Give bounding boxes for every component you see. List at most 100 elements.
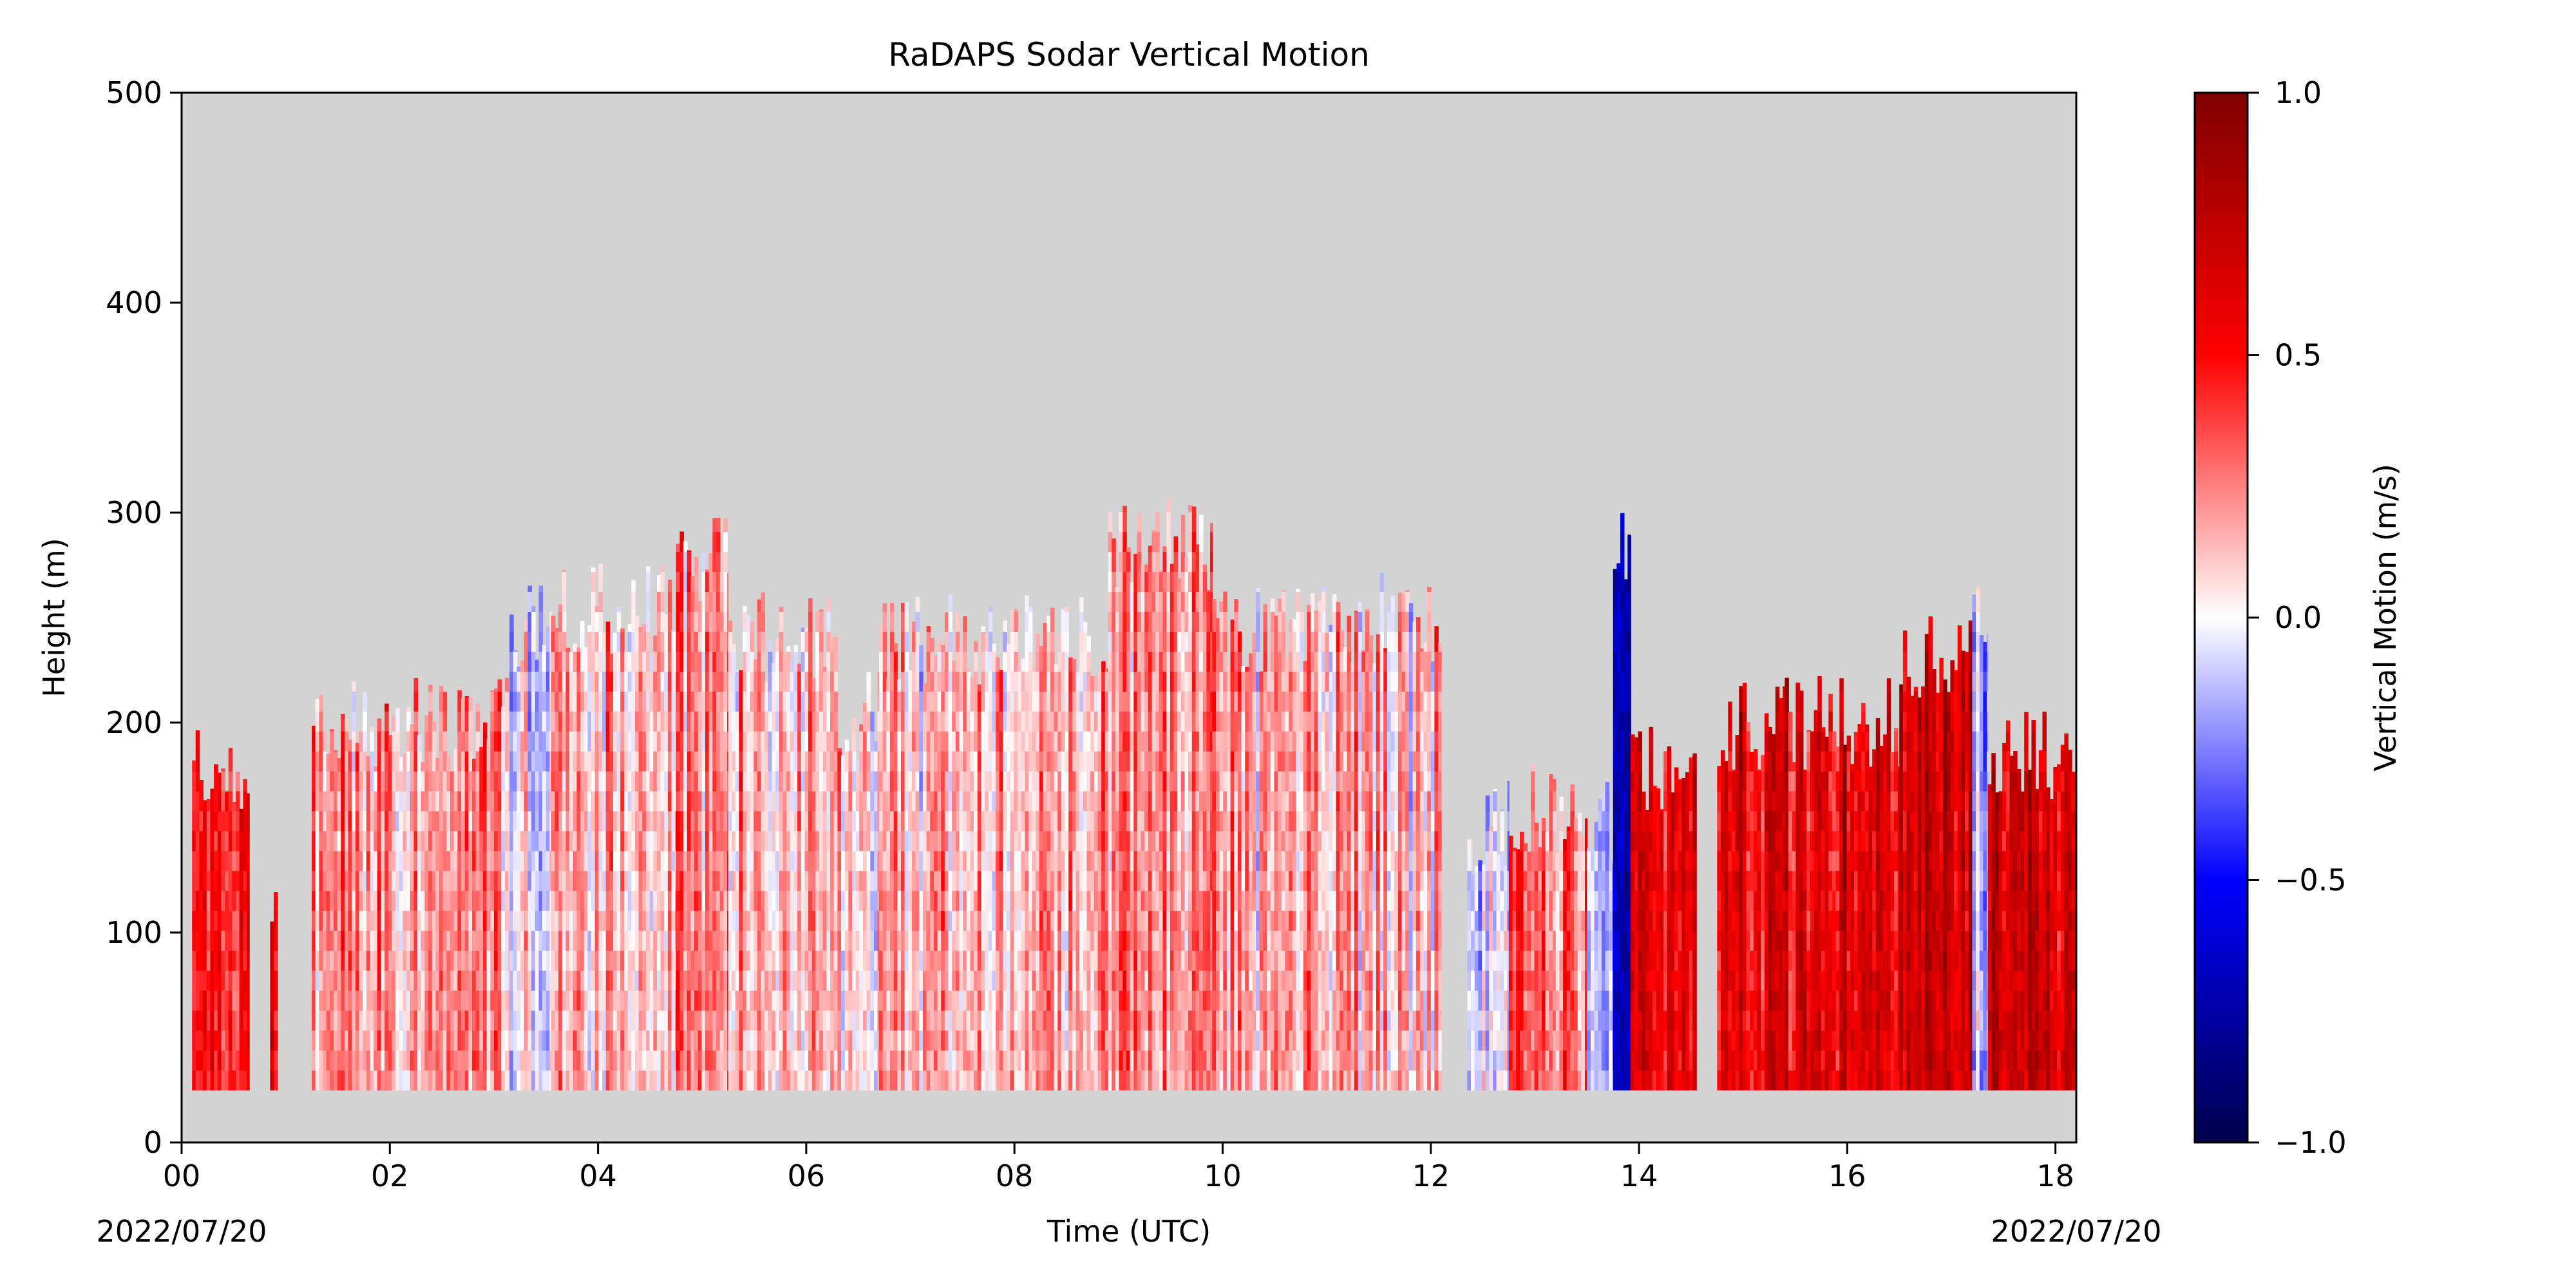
heat-cell	[199, 870, 204, 891]
heat-cell	[535, 751, 540, 772]
heat-cell	[985, 671, 989, 692]
heat-cell	[199, 1010, 204, 1031]
heat-cell	[363, 751, 367, 772]
heat-cell	[1054, 810, 1059, 831]
heat-cell	[613, 790, 618, 811]
heat-cell	[352, 771, 356, 791]
heat-cell	[728, 1050, 733, 1071]
heat-cell	[642, 810, 647, 831]
heat-cell	[683, 711, 688, 732]
heat-cell	[890, 731, 895, 752]
heat-cell	[1065, 890, 1070, 911]
heat-cell	[1054, 711, 1059, 732]
heat-cell	[1010, 810, 1015, 831]
heat-cell	[602, 910, 607, 931]
heat-cell	[576, 910, 581, 931]
heat-cell	[660, 631, 665, 652]
heat-cell	[388, 1050, 393, 1071]
heat-cell	[908, 830, 913, 851]
heat-cell	[472, 830, 477, 851]
heat-cell	[877, 711, 880, 732]
heat-cell	[402, 990, 407, 1011]
heat-cell	[605, 651, 611, 672]
heat-cell	[922, 771, 927, 791]
heat-cell	[977, 1050, 982, 1071]
heat-cell	[649, 654, 654, 672]
heat-cell	[879, 691, 884, 712]
heat-cell	[866, 930, 871, 951]
heat-cell	[701, 591, 706, 612]
heat-cell	[786, 810, 791, 831]
heat-cell	[952, 870, 956, 891]
heat-cell	[450, 830, 455, 851]
heat-cell	[926, 1050, 931, 1071]
heat-cell	[1003, 771, 1007, 791]
heat-cell	[1039, 810, 1044, 831]
heat-cell	[594, 1030, 600, 1051]
heat-cell	[413, 850, 418, 871]
heat-cell	[859, 850, 864, 871]
heat-cell	[890, 890, 895, 911]
heat-cell	[569, 1050, 574, 1071]
heat-cell	[683, 950, 688, 971]
heat-cell	[915, 596, 920, 612]
heat-cell	[402, 790, 407, 811]
heat-cell	[457, 850, 462, 871]
heat-cell	[826, 830, 831, 851]
heat-cell	[848, 1030, 853, 1051]
heat-cell	[664, 1010, 668, 1031]
heat-cell	[569, 751, 574, 772]
heat-cell	[366, 1010, 371, 1031]
heat-cell	[988, 731, 993, 752]
heat-cell	[775, 638, 780, 652]
heat-cell	[985, 651, 989, 672]
heat-cell	[716, 1030, 721, 1051]
heat-cell	[562, 611, 567, 632]
heat-cell	[705, 990, 710, 1011]
heat-cell	[1039, 930, 1044, 951]
heat-cell	[797, 1010, 802, 1031]
heat-cell	[886, 1050, 891, 1071]
heat-cell	[513, 649, 518, 652]
heat-cell	[591, 711, 596, 732]
heat-cell	[790, 830, 795, 851]
heat-cell	[901, 1070, 905, 1091]
heat-cell	[772, 1010, 776, 1031]
heat-cell	[551, 1070, 556, 1091]
heat-cell	[348, 930, 353, 951]
heat-cell	[594, 751, 600, 772]
heat-cell	[811, 910, 817, 931]
heat-cell	[775, 870, 780, 891]
heat-cell	[520, 1050, 525, 1071]
heat-cell	[870, 830, 875, 851]
heat-cell	[1010, 930, 1015, 951]
heat-cell	[580, 651, 585, 672]
heat-cell	[431, 1070, 437, 1091]
heat-cell	[1025, 1050, 1029, 1071]
heat-cell	[750, 810, 755, 831]
heat-cell	[912, 631, 916, 652]
heat-cell	[435, 870, 440, 891]
heat-cell	[837, 771, 842, 791]
heat-cell	[746, 790, 751, 811]
heat-cell	[479, 751, 484, 772]
heat-cell	[1021, 850, 1026, 871]
heat-cell	[904, 790, 909, 811]
heat-cell	[667, 651, 672, 672]
heat-cell	[573, 1030, 578, 1051]
heat-cell	[904, 1070, 909, 1091]
heat-cell	[815, 671, 820, 692]
heat-cell	[712, 611, 717, 632]
heat-cell	[1018, 790, 1022, 811]
heat-cell	[687, 930, 692, 951]
heat-cell	[912, 711, 916, 732]
heat-cell	[348, 990, 353, 1011]
heat-cell	[236, 790, 240, 811]
heat-cell	[323, 732, 327, 752]
heat-cell	[270, 950, 274, 971]
heat-cell	[728, 830, 733, 851]
heat-cell	[1054, 731, 1059, 752]
heat-cell	[580, 731, 585, 752]
heat-cell	[800, 1070, 806, 1091]
heat-cell	[999, 1010, 1004, 1031]
